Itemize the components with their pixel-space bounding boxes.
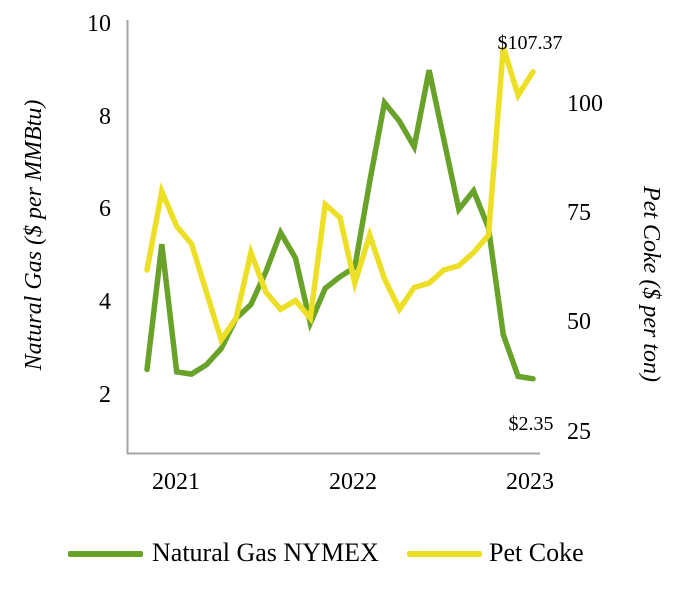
natural-gas-last-value-label: $2.35 — [508, 413, 554, 435]
x-axis-tick-2021: 2021 — [152, 469, 200, 495]
natural-gas-nymex-line — [144, 69, 536, 382]
pet-coke-line-swatch — [407, 551, 482, 557]
x-axis-tick-2023: 2023 — [506, 469, 554, 495]
right-axis-tick-50: 50 — [567, 309, 591, 336]
left-axis-tick-10: 10 — [87, 10, 111, 37]
natural-gas-line-swatch — [68, 551, 143, 557]
right-axis-tick-100: 100 — [567, 91, 603, 117]
legend-label-natural-gas: Natural Gas NYMEX — [152, 538, 379, 567]
right-axis-tick-25: 25 — [567, 418, 591, 445]
pet-coke-line — [144, 46, 536, 347]
left-axis-title: Natural Gas ($ per MMBtu) — [21, 99, 47, 371]
pet-coke-last-value-label: $107.37 — [497, 32, 563, 54]
right-axis-tick-75: 75 — [567, 200, 591, 227]
right-axis-title: Pet Coke ($ per ton) — [638, 186, 664, 382]
left-axis-tick-6: 6 — [99, 196, 111, 223]
left-axis-tick-2: 2 — [99, 382, 111, 408]
x-axis-tick-2022: 2022 — [329, 469, 377, 495]
legend-label-pet-coke: Pet Coke — [489, 538, 584, 567]
left-axis-tick-4: 4 — [99, 289, 111, 316]
left-axis-tick-8: 8 — [99, 103, 111, 130]
